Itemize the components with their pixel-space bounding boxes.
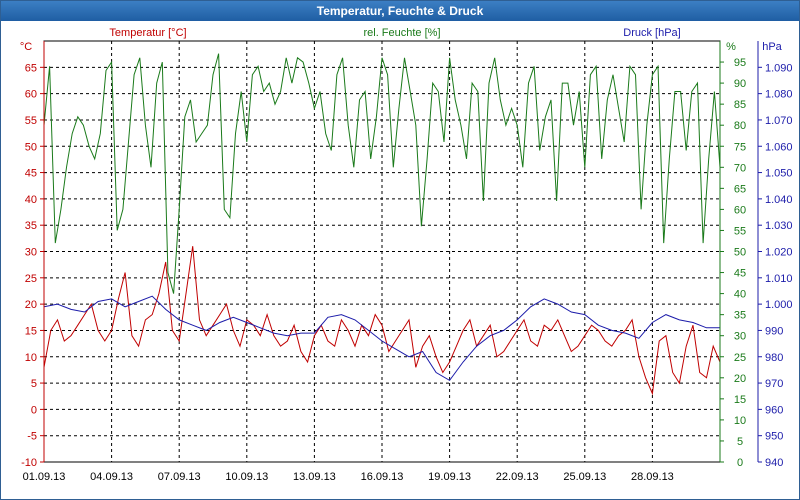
temperature-tick-label: 20 (25, 299, 37, 311)
pressure-tick-label: 1.000 (765, 299, 793, 311)
pressure-tick-label: 1.020 (765, 247, 793, 259)
pressure-tick-label: 1.040 (765, 194, 793, 206)
humidity-axis-label: rel. Feuchte [%] (363, 27, 440, 39)
pressure-tick-label: 1.080 (765, 89, 793, 101)
pressure-tick-label: 1.090 (765, 62, 793, 74)
temperature-tick-label: 15 (25, 325, 37, 337)
temperature-tick-label: 30 (25, 247, 37, 259)
pressure-unit: hPa (762, 41, 782, 53)
temperature-tick-label: 65 (25, 62, 37, 74)
humidity-tick-label: 0 (737, 457, 743, 469)
labels-group: Temperatur [°C] rel. Feuchte [%] Druck [… (20, 27, 783, 53)
humidity-tick-label: 60 (734, 204, 746, 216)
temperature-tick-label: 0 (31, 404, 37, 416)
pressure-tick-label: 1.010 (765, 273, 793, 285)
temperature-tick-label: 35 (25, 220, 37, 232)
x-tick-label: 19.09.13 (428, 471, 471, 483)
humidity-tick-label: 80 (734, 120, 746, 132)
humidity-tick-label: 75 (734, 141, 746, 153)
pressure-tick-label: 940 (765, 457, 783, 469)
humidity-tick-label: 35 (734, 310, 746, 322)
pressure-tick-label: 1.050 (765, 168, 793, 180)
humidity-tick-label: 55 (734, 225, 746, 237)
x-tick-label: 22.09.13 (496, 471, 539, 483)
pressure-tick-label: 1.070 (765, 115, 793, 127)
x-tick-label: 04.09.13 (90, 471, 133, 483)
temperature-tick-label: 55 (25, 115, 37, 127)
humidity-tick-label: 85 (734, 99, 746, 111)
humidity-tick-label: 5 (737, 436, 743, 448)
pressure-tick-label: 990 (765, 325, 783, 337)
pressure-tick-label: 1.030 (765, 220, 793, 232)
humidity-tick-label: 65 (734, 183, 746, 195)
humidity-series-line (43, 53, 721, 294)
humidity-tick-label: 70 (734, 162, 746, 174)
humidity-tick-label: 10 (734, 415, 746, 427)
pressure-series-line (43, 295, 720, 382)
grid (44, 41, 720, 462)
pressure-axis-label: Druck [hPa] (623, 27, 680, 39)
temperature-tick-label: 25 (25, 273, 37, 285)
humidity-tick-label: 50 (734, 247, 746, 259)
humidity-tick-label: 30 (734, 331, 746, 343)
temperature-tick-label: 50 (25, 141, 37, 153)
pressure-tick-label: 950 (765, 431, 783, 443)
temperature-tick-label: 5 (31, 378, 37, 390)
humidity-tick-label: 15 (734, 394, 746, 406)
temperature-tick-label: 60 (25, 89, 37, 101)
pressure-tick-label: 970 (765, 378, 783, 390)
temperature-tick-label: -5 (27, 431, 37, 443)
x-tick-label: 07.09.13 (158, 471, 201, 483)
x-tick-label: 28.09.13 (631, 471, 674, 483)
axes-group: 01.09.13 04.09.13 07.09.13 10.09.13 13.09.13… (21, 40, 793, 483)
humidity-unit: % (726, 41, 736, 53)
temperature-tick-label: -10 (21, 457, 37, 469)
x-tick-label: 10.09.13 (225, 471, 268, 483)
pressure-tick-label: 1.060 (765, 141, 793, 153)
x-tick-label: 13.09.13 (293, 471, 336, 483)
humidity-tick-label: 45 (734, 268, 746, 280)
humidity-tick-label: 95 (734, 57, 746, 69)
x-tick-label: 16.09.13 (361, 471, 404, 483)
humidity-tick-label: 25 (734, 352, 746, 364)
humidity-tick-label: 90 (734, 78, 746, 90)
x-tick-label: 25.09.13 (563, 471, 606, 483)
x-tick-label: 01.09.13 (23, 471, 66, 483)
pressure-tick-label: 980 (765, 352, 783, 364)
pressure-tick-label: 960 (765, 404, 783, 416)
humidity-tick-label: 20 (734, 373, 746, 385)
window-title: Temperatur, Feuchte & Druck (1, 1, 799, 21)
temperature-axis-label: Temperatur [°C] (109, 27, 186, 39)
series-group (43, 53, 721, 396)
temperature-unit: °C (20, 41, 32, 53)
temperature-tick-label: 45 (25, 168, 37, 180)
temperature-tick-label: 10 (25, 352, 37, 364)
humidity-tick-label: 40 (734, 289, 746, 301)
temperature-tick-label: 40 (25, 194, 37, 206)
